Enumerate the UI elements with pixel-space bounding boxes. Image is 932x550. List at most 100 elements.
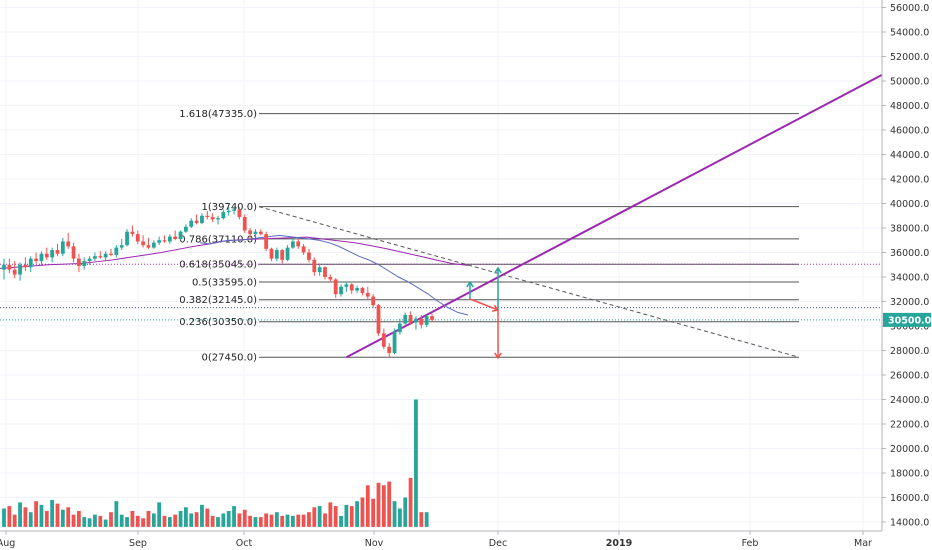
candle-body bbox=[55, 250, 60, 254]
volume-bar bbox=[39, 504, 44, 527]
volume-bar bbox=[360, 497, 365, 527]
last-price-label: 30500.0 bbox=[888, 315, 932, 326]
up-arrow-2-head bbox=[494, 266, 502, 274]
candle-body bbox=[119, 245, 124, 248]
time-tick-label: Feb bbox=[742, 538, 759, 549]
volume-bar bbox=[167, 517, 172, 527]
fib-level-label: 0.5(33595.0) bbox=[192, 277, 257, 288]
volume-bar bbox=[381, 485, 386, 527]
candle-body bbox=[167, 236, 172, 242]
volume-bar bbox=[210, 515, 215, 527]
down-arrow-2-head bbox=[494, 352, 502, 360]
volume-bar bbox=[408, 477, 413, 527]
volume-bar bbox=[205, 508, 210, 527]
volume-bar bbox=[178, 510, 183, 527]
volume-bar bbox=[151, 513, 156, 527]
candle-body bbox=[248, 230, 252, 235]
volume-bar bbox=[349, 506, 354, 527]
candle-body bbox=[28, 258, 33, 268]
candle-body bbox=[125, 231, 129, 246]
candle-body bbox=[381, 333, 386, 347]
volume-bar bbox=[82, 517, 87, 527]
candle-body bbox=[280, 250, 285, 260]
volume-bar bbox=[403, 497, 408, 527]
price-tick-label: 36000.0 bbox=[890, 248, 929, 259]
volume-bar bbox=[248, 515, 252, 527]
price-tick-label: 38000.0 bbox=[890, 224, 929, 235]
candle-body bbox=[312, 259, 317, 273]
volume-bar bbox=[189, 513, 194, 527]
volume-bar bbox=[280, 515, 285, 527]
trend-lines[interactable] bbox=[258, 73, 883, 359]
volume-bar bbox=[328, 502, 333, 527]
candle-body bbox=[162, 240, 167, 242]
candle-body bbox=[419, 318, 424, 325]
candle-body bbox=[414, 318, 418, 323]
candle-body bbox=[39, 253, 44, 262]
price-tick-label: 14000.0 bbox=[890, 518, 929, 529]
volume-bar bbox=[333, 506, 338, 527]
price-tick-label: 42000.0 bbox=[890, 175, 929, 186]
volume-bar bbox=[226, 510, 231, 527]
candle-body bbox=[210, 216, 215, 220]
candle-body bbox=[18, 264, 22, 275]
volume-bar bbox=[387, 481, 392, 527]
candle-body bbox=[205, 215, 210, 217]
candle-body bbox=[408, 314, 413, 323]
fibonacci-retracement[interactable]: 1.618(47335.0) 1(39740.0) 0.786(37110.0) 0.… bbox=[179, 109, 799, 364]
volume-bar bbox=[200, 504, 204, 527]
candle-body bbox=[130, 231, 135, 235]
volume-bar bbox=[173, 514, 178, 527]
volume-bar bbox=[114, 501, 119, 527]
volume-bar bbox=[23, 507, 28, 527]
volume-bar bbox=[194, 512, 199, 527]
volume-bar bbox=[44, 510, 49, 527]
volume-bar bbox=[216, 517, 220, 527]
candle-body bbox=[349, 284, 354, 291]
price-axis[interactable]: 56000.0 54000.0 52000.0 50000.0 48000.0 46000… bbox=[881, 0, 932, 531]
downtrend-line bbox=[258, 206, 800, 358]
candle-body bbox=[98, 256, 103, 258]
candle-body bbox=[194, 220, 199, 224]
volume-bar bbox=[296, 514, 301, 527]
candle-body bbox=[344, 284, 349, 287]
time-tick-label: Sep bbox=[129, 538, 147, 549]
candle-body bbox=[184, 226, 188, 232]
price-tick-label: 30000.0 bbox=[890, 322, 929, 333]
volume-bar bbox=[109, 512, 113, 527]
volume-bar bbox=[312, 507, 317, 527]
volume-bar bbox=[371, 498, 376, 527]
projection-arrows[interactable] bbox=[466, 266, 502, 360]
volume-bar bbox=[18, 502, 22, 527]
volume-bar bbox=[103, 519, 108, 527]
down-arrow-1-shaft bbox=[469, 298, 499, 311]
candle-body bbox=[232, 209, 236, 211]
volume-bar bbox=[323, 513, 327, 527]
volume-bar bbox=[28, 512, 33, 527]
volume-bar bbox=[392, 501, 397, 527]
price-tick-label: 54000.0 bbox=[890, 28, 929, 39]
candle-body bbox=[216, 218, 220, 220]
time-tick-label: Mar bbox=[854, 538, 872, 549]
time-axis[interactable]: Aug Sep Oct Nov Dec 2019 Feb Mar bbox=[0, 530, 882, 549]
volume-bar bbox=[307, 512, 311, 527]
candle-body bbox=[430, 316, 434, 320]
candle-body bbox=[323, 267, 327, 277]
candle-body bbox=[151, 242, 156, 248]
candle-body bbox=[328, 277, 333, 280]
volume-bar bbox=[55, 503, 60, 527]
volume-bar bbox=[125, 517, 129, 527]
volume-bar bbox=[135, 515, 140, 527]
volume-bar bbox=[291, 515, 295, 527]
volume-bar bbox=[77, 510, 81, 527]
grid bbox=[0, 0, 882, 531]
candle-body bbox=[258, 231, 263, 235]
volume-bar bbox=[344, 504, 349, 527]
candle-body bbox=[135, 234, 140, 242]
volume-bar bbox=[12, 514, 17, 527]
candle-body bbox=[242, 216, 247, 231]
time-tick-label: Aug bbox=[0, 538, 15, 549]
fast-moving-average bbox=[199, 234, 469, 316]
price-tick-label: 18000.0 bbox=[890, 469, 929, 480]
